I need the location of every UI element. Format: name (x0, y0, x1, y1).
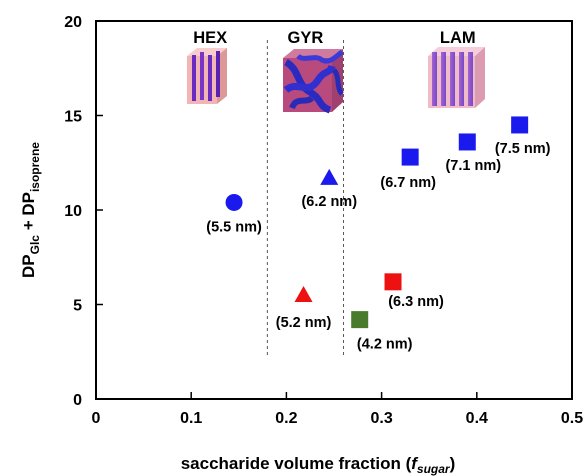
phase-label-gyr: GYR (288, 29, 324, 47)
axis-tick-labels: 0 0.1 0.2 0.3 0.4 0.5 0 5 10 15 20 (64, 14, 583, 427)
data-label: (4.2 nm) (357, 337, 413, 353)
data-markers (225, 116, 529, 329)
data-label: (5.5 nm) (206, 219, 262, 235)
x-tick-label: 0 (92, 410, 101, 427)
x-axis-title: saccharide volume fraction (fsugar) (181, 454, 456, 476)
phase-labels: HEX GYR LAM (193, 29, 475, 47)
phase-boundaries (266, 40, 345, 355)
data-label: (7.1 nm) (445, 158, 501, 174)
red-square-marker (384, 273, 402, 291)
data-label: (6.7 nm) (380, 175, 436, 191)
hex-morphology-illustration (187, 48, 227, 104)
y-tick-label: 5 (73, 298, 82, 315)
lam-morphology-illustration (428, 47, 485, 108)
blue-square-marker (458, 133, 476, 151)
y-axis-title: DPGlc + DPisoprene (19, 142, 42, 278)
blue-circle-marker (225, 193, 243, 211)
y-tick-label: 20 (64, 14, 82, 31)
x-tick-label: 0.4 (466, 410, 488, 427)
data-label: (7.5 nm) (495, 141, 551, 157)
y-tick-label: 0 (73, 392, 82, 409)
axis-ticks (95, 20, 573, 400)
blue-square-marker (401, 148, 419, 166)
blue-triangle-marker (320, 168, 339, 185)
gyr-morphology-illustration (283, 49, 345, 114)
phase-label-hex: HEX (193, 29, 227, 47)
blue-square-marker (511, 116, 529, 134)
data-label: (6.3 nm) (388, 294, 444, 310)
x-tick-label: 0.3 (370, 410, 392, 427)
data-labels: (5.5 nm) (6.2 nm) (6.7 nm) (7.1 nm)(7.5 nm)… (206, 141, 550, 353)
x-tick-label: 0.1 (180, 410, 202, 427)
data-label: (5.2 nm) (276, 315, 332, 331)
red-triangle-marker (294, 286, 313, 303)
y-tick-label: 10 (64, 203, 82, 220)
green-square-marker (351, 311, 369, 329)
x-tick-label: 0.5 (561, 410, 583, 427)
phase-label-lam: LAM (440, 29, 476, 47)
data-label: (6.2 nm) (301, 194, 357, 210)
x-tick-label: 0.2 (275, 410, 297, 427)
y-tick-label: 15 (64, 109, 82, 126)
